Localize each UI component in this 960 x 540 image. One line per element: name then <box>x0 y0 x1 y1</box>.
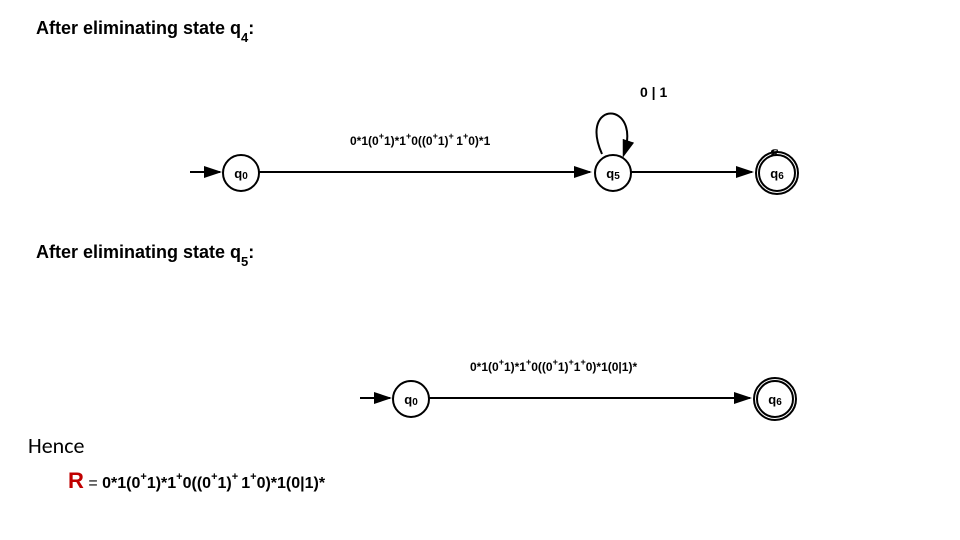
node-q0-d1-sub: 0 <box>242 171 248 182</box>
heading2-suffix: : <box>248 242 254 262</box>
hence-label: Hence <box>28 432 84 459</box>
node-q0-d1: q0 <box>222 154 260 192</box>
diagram-after-q5: q0 0*1(0+1)*1+0((0+1)+1+0)*1(0|1)* q6 <box>0 340 960 430</box>
loop-q5-label: 0 | 1 <box>640 84 667 100</box>
node-q6-d2: q6 <box>756 380 794 418</box>
edge-q0-q5 <box>258 162 598 182</box>
node-q0-d2: q0 <box>392 380 430 418</box>
heading1-sub: 4 <box>241 30 248 45</box>
heading1-prefix: After eliminating state q <box>36 18 241 38</box>
heading2-prefix: After eliminating state q <box>36 242 241 262</box>
node-q6-d1: q6 <box>758 154 796 192</box>
result-expression: R = 0*1(0+1)*1+0((0+1)+ 1+0)*1(0|1)* <box>68 468 325 494</box>
node-q0-d2-sub: 0 <box>412 397 418 408</box>
diagram-after-q4: q0 0*1(0+1)*1+0((0+1)+ 1+0)*1 q5 0 | 1 <box>0 90 960 220</box>
node-q0-d2-label: q <box>404 392 412 407</box>
heading2-sub: 5 <box>241 254 248 269</box>
node-q6-d1-label: q <box>770 166 778 181</box>
node-q5-d1-label: q <box>606 166 614 181</box>
node-q6-d2-label: q <box>768 392 776 407</box>
node-q6-d2-sub: 6 <box>776 397 782 408</box>
heading1-suffix: : <box>248 18 254 38</box>
node-q0-d1-label: q <box>234 166 242 181</box>
heading-eliminate-q4: After eliminating state q4: <box>36 18 254 42</box>
result-expr: 0*1(0+1)*1+0((0+1)+ 1+0)*1(0|1)* <box>102 475 325 492</box>
node-q6-d1-sub: 6 <box>778 171 784 182</box>
result-eq: = <box>84 475 102 492</box>
edge-q0-q6 <box>428 388 758 408</box>
node-q5-d1-sub: 5 <box>614 171 620 182</box>
edge-q0-q5-label: 0*1(0+1)*1+0((0+1)+ 1+0)*1 <box>350 132 490 148</box>
edge-q0-q6-label: 0*1(0+1)*1+0((0+1)+1+0)*1(0|1)* <box>470 358 637 374</box>
heading-eliminate-q5: After eliminating state q5: <box>36 242 254 266</box>
edge-q5-q6 <box>630 162 760 182</box>
result-R: R <box>68 468 84 493</box>
